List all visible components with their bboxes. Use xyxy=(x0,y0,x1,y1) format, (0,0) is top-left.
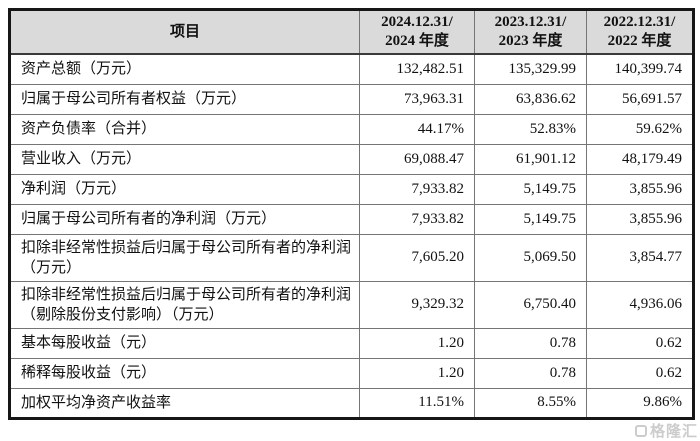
row-value: 0.78 xyxy=(474,327,587,359)
row-value: 9,329.32 xyxy=(359,280,475,329)
column-header-period-2022: 2022.12.31/ 2022 年度 xyxy=(586,9,694,55)
watermark-text: 格隆汇 xyxy=(649,423,698,440)
row-value: 56,691.57 xyxy=(586,83,694,115)
row-value: 140,399.74 xyxy=(586,53,694,85)
row-value: 9.86% xyxy=(586,387,694,419)
table-row: 资产负债率（合并） 44.17% 52.83% 59.62% xyxy=(9,113,694,145)
row-label: 基本每股收益（元） xyxy=(9,327,360,359)
table-row: 归属于母公司所有者的净利润（万元） 7,933.82 5,149.75 3,855.9… xyxy=(9,203,694,235)
item-header-label: 项目 xyxy=(169,23,200,40)
table-row: 基本每股收益（元） 1.20 0.78 0.62 xyxy=(9,327,694,359)
row-value: 5,149.75 xyxy=(474,203,587,235)
row-value: 3,855.96 xyxy=(586,203,694,235)
row-label: 资产总额（万元） xyxy=(9,53,360,85)
row-value: 59.62% xyxy=(586,113,694,145)
table-row: 扣除非经常性损益后归属于母公司所有者的净利润（万元） 7,605.20 5,069.… xyxy=(9,233,694,282)
row-value: 5,069.50 xyxy=(474,233,587,282)
row-value: 11.51% xyxy=(359,387,475,419)
table-row: 营业收入（万元） 69,088.47 61,901.12 48,179.49 xyxy=(9,143,694,175)
financial-summary-table: 项目 2024.12.31/ 2024 年度 2023.12.31/ 2023 … xyxy=(8,8,695,420)
row-value: 4,936.06 xyxy=(586,280,694,329)
row-value: 7,605.20 xyxy=(359,233,475,282)
row-label: 加权平均净资产收益率 xyxy=(9,387,360,419)
row-label: 归属于母公司所有者权益（万元） xyxy=(9,83,360,115)
row-value: 132,482.51 xyxy=(359,53,475,85)
row-value: 0.62 xyxy=(586,357,694,389)
row-label: 净利润（万元） xyxy=(9,173,360,205)
row-value: 69,088.47 xyxy=(359,143,475,175)
row-label: 扣除非经常性损益后归属于母公司所有者的净利润（万元） xyxy=(9,233,360,282)
row-value: 6,750.40 xyxy=(474,280,587,329)
row-value: 44.17% xyxy=(359,113,475,145)
row-value: 3,854.77 xyxy=(586,233,694,282)
row-value: 63,836.62 xyxy=(474,83,587,115)
row-label: 营业收入（万元） xyxy=(9,143,360,175)
row-value: 0.62 xyxy=(586,327,694,359)
table-row: 扣除非经常性损益后归属于母公司所有者的净利润（剔除股份支付影响）（万元） 9,32… xyxy=(9,280,694,329)
gelonghui-logo-icon xyxy=(634,424,647,437)
row-value: 1.20 xyxy=(359,327,475,359)
row-label: 扣除非经常性损益后归属于母公司所有者的净利润（剔除股份支付影响）（万元） xyxy=(9,280,360,329)
row-label: 稀释每股收益（元） xyxy=(9,357,360,389)
row-value: 48,179.49 xyxy=(586,143,694,175)
watermark: 格隆汇 xyxy=(634,420,698,441)
row-value: 135,329.99 xyxy=(474,53,587,85)
table-row: 归属于母公司所有者权益（万元） 73,963.31 63,836.62 56,691.… xyxy=(9,83,694,115)
table-row: 稀释每股收益（元） 1.20 0.78 0.62 xyxy=(9,357,694,389)
row-value: 5,149.75 xyxy=(474,173,587,205)
row-label: 资产负债率（合并） xyxy=(9,113,360,145)
table-header-row: 项目 2024.12.31/ 2024 年度 2023.12.31/ 2023 … xyxy=(9,9,694,55)
column-header-item: 项目 xyxy=(9,9,360,55)
column-header-period-2024: 2024.12.31/ 2024 年度 xyxy=(359,9,475,55)
row-value: 7,933.82 xyxy=(359,173,475,205)
row-value: 52.83% xyxy=(474,113,587,145)
row-value: 1.20 xyxy=(359,357,475,389)
row-value: 61,901.12 xyxy=(474,143,587,175)
row-value: 7,933.82 xyxy=(359,203,475,235)
row-label: 归属于母公司所有者的净利润（万元） xyxy=(9,203,360,235)
row-value: 73,963.31 xyxy=(359,83,475,115)
row-value: 3,855.96 xyxy=(586,173,694,205)
table-row: 资产总额（万元） 132,482.51 135,329.99 140,399.74 xyxy=(9,53,694,85)
table-row: 加权平均净资产收益率 11.51% 8.55% 9.86% xyxy=(9,387,694,419)
row-value: 8.55% xyxy=(474,387,587,419)
table-row: 净利润（万元） 7,933.82 5,149.75 3,855.96 xyxy=(9,173,694,205)
row-value: 0.78 xyxy=(474,357,587,389)
column-header-period-2023: 2023.12.31/ 2023 年度 xyxy=(474,9,587,55)
